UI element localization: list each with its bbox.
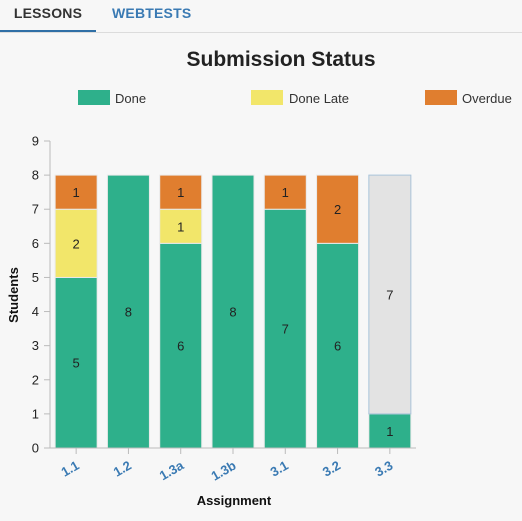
- legend-swatch-overdue: [425, 90, 457, 105]
- bar-value-label: 2: [73, 236, 80, 251]
- legend-swatch-done: [78, 90, 110, 105]
- bar-value-label: 7: [282, 322, 289, 337]
- y-tick-label: 6: [32, 236, 39, 251]
- bar-segment-done[interactable]: [106, 174, 150, 449]
- x-tick-label[interactable]: 1.2: [111, 458, 134, 480]
- bar-segment-unsubmitted[interactable]: [368, 174, 412, 415]
- bar-segment-done[interactable]: [54, 276, 98, 449]
- y-axis: 0 1 2 3 4 5 6 7 8 9: [32, 134, 51, 456]
- x-tick-label[interactable]: 1.3a: [157, 457, 187, 483]
- legend-item-done-late[interactable]: Done Late: [251, 90, 349, 106]
- bar-segment-done-late[interactable]: [54, 208, 98, 278]
- bar-segment-overdue[interactable]: [54, 174, 98, 210]
- bar-segment-overdue[interactable]: [263, 174, 307, 210]
- x-tick-label[interactable]: 1.1: [58, 458, 81, 480]
- bar-value-label: 1: [177, 185, 184, 200]
- bar-value-label: 5: [73, 356, 80, 371]
- bar-value-label: 8: [229, 305, 236, 320]
- tab-bar: LESSONS WEBTESTS: [0, 0, 522, 33]
- x-axis: 1.1 1.2 1.3a 1.3b 3.1 3.2 3.3: [50, 447, 416, 484]
- x-tick-label[interactable]: 3.2: [320, 458, 343, 480]
- legend-label-done-late: Done Late: [289, 91, 349, 106]
- legend: Done Done Late Overdue: [78, 90, 512, 106]
- bar-segment-done[interactable]: [263, 208, 307, 449]
- legend-swatch-done-late: [251, 90, 283, 105]
- y-tick-label: 4: [32, 304, 39, 319]
- x-tick-label[interactable]: 3.1: [268, 458, 291, 480]
- bar-segment-done[interactable]: [211, 174, 255, 449]
- bar-value-label: 8: [125, 305, 132, 320]
- bar-segment-done[interactable]: [316, 242, 360, 449]
- submission-status-chart: Submission Status Done Done Late Overdue…: [0, 33, 522, 516]
- y-tick-label: 0: [32, 441, 39, 456]
- tab-webtests[interactable]: WEBTESTS: [112, 5, 192, 21]
- x-tick-label[interactable]: 1.3b: [208, 458, 238, 484]
- tab-lessons[interactable]: LESSONS: [0, 0, 96, 32]
- chart-title: Submission Status: [186, 48, 375, 71]
- y-tick-label: 5: [32, 270, 39, 285]
- bar-value-label: 6: [334, 339, 341, 354]
- bar-segment-done[interactable]: [159, 242, 203, 449]
- bar-value-label: 1: [73, 185, 80, 200]
- bar-value-label: 1: [177, 219, 184, 234]
- y-tick-label: 1: [32, 406, 39, 421]
- legend-label-overdue: Overdue: [462, 91, 512, 106]
- bar-value-label: 7: [386, 288, 393, 303]
- legend-label-done: Done: [115, 91, 146, 106]
- x-axis-label: Assignment: [197, 493, 272, 508]
- bar-segment-overdue[interactable]: [159, 174, 203, 210]
- y-tick-label: 2: [32, 372, 39, 387]
- y-tick-label: 9: [32, 134, 39, 149]
- legend-item-overdue[interactable]: Overdue: [425, 90, 512, 106]
- bar-segment-done[interactable]: [368, 413, 412, 449]
- bar-segment-overdue[interactable]: [316, 174, 360, 244]
- bar-value-label: 1: [386, 424, 393, 439]
- y-axis-label: Students: [6, 267, 21, 323]
- x-tick-label[interactable]: 3.3: [372, 458, 395, 480]
- chart-svg: Submission Status Done Done Late Overdue…: [6, 48, 512, 508]
- y-tick-label: 8: [32, 168, 39, 183]
- bar-value-label: 1: [282, 185, 289, 200]
- bar-value-label: 2: [334, 202, 341, 217]
- y-tick-label: 3: [32, 338, 39, 353]
- legend-item-done[interactable]: Done: [78, 90, 146, 106]
- y-tick-label: 7: [32, 202, 39, 217]
- bars: 5 2 1 8 6 1 1 8 7 1 6 2 1 7: [54, 174, 412, 449]
- bar-value-label: 6: [177, 339, 184, 354]
